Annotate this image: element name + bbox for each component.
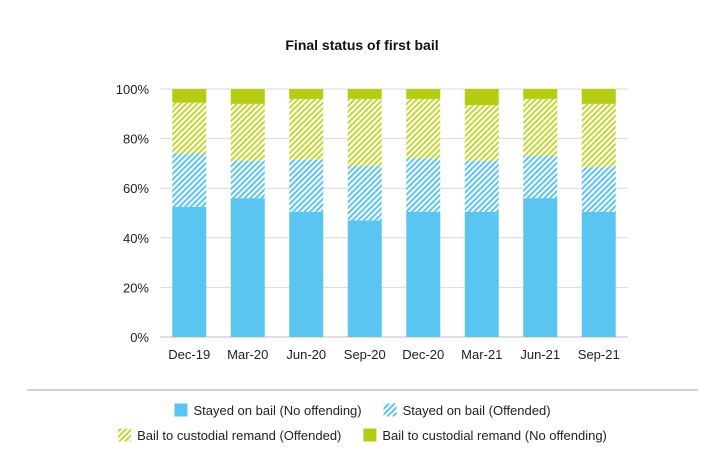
bar-segment <box>347 165 382 221</box>
legend-item: Stayed on bail (Offended) <box>383 403 551 418</box>
bar-segment <box>464 105 499 161</box>
x-tick-label: Jun-21 <box>520 347 560 362</box>
y-tick-label: 20% <box>123 280 149 295</box>
bar-segment <box>289 89 324 99</box>
bar-segment <box>406 158 441 212</box>
y-tick-label: 100% <box>116 82 150 97</box>
bar-segment <box>230 89 265 104</box>
legend-swatch <box>383 403 397 417</box>
x-axis-ticks: Dec-19 Mar-20 Jun-20 Sep-20 Dec-20 Mar-21 Jun-… <box>168 347 619 362</box>
x-tick-label: Mar-20 <box>227 347 268 362</box>
bar-segment <box>581 89 616 104</box>
y-tick-label: 40% <box>123 231 149 246</box>
bar-segment <box>464 211 499 337</box>
legend-swatch <box>118 428 132 442</box>
legend-item: Bail to custodial remand (Offended) <box>118 428 341 443</box>
legend-item: Bail to custodial remand (No offending) <box>363 428 607 443</box>
legend-label: Bail to custodial remand (No offending) <box>382 428 607 443</box>
bar-segment <box>523 198 558 337</box>
bar-segment <box>230 198 265 337</box>
bar-segment <box>289 211 324 337</box>
bar-segment <box>581 167 616 212</box>
bar-segment <box>581 211 616 337</box>
bar-segment <box>523 89 558 99</box>
x-tick-label: Sep-21 <box>578 347 620 362</box>
bar-segment <box>347 220 382 337</box>
bar-segment <box>230 103 265 161</box>
bar-segment <box>523 155 558 199</box>
bar-segment <box>172 102 207 154</box>
x-tick-label: Dec-20 <box>402 347 444 362</box>
y-tick-label: 0% <box>130 330 149 345</box>
legend-row: Stayed on bail (No offending) Stayed on b… <box>174 403 551 418</box>
bar-segment <box>464 89 499 106</box>
bar-segment <box>406 98 441 159</box>
chart-title: Final status of first bail <box>285 37 438 53</box>
bar-segment <box>172 206 207 337</box>
legend-swatch <box>174 403 188 417</box>
bar-segment <box>347 89 382 99</box>
bar-segment <box>406 211 441 337</box>
bar-segment <box>172 153 207 207</box>
bar-segment <box>347 98 382 166</box>
legend-label: Stayed on bail (Offended) <box>403 403 551 418</box>
x-tick-label: Mar-21 <box>461 347 502 362</box>
bar-segment <box>172 89 207 103</box>
legend-row: Bail to custodial remand (Offended) Bail … <box>118 428 607 443</box>
legend-label: Bail to custodial remand (Offended) <box>137 428 341 443</box>
bar-segment <box>230 160 265 199</box>
bar-segment <box>289 159 324 212</box>
legend-label: Stayed on bail (No offending) <box>193 403 361 418</box>
x-tick-label: Dec-19 <box>168 347 210 362</box>
bar-segment <box>406 89 441 99</box>
y-tick-label: 80% <box>123 132 149 147</box>
x-tick-label: Jun-20 <box>286 347 326 362</box>
bar-segment <box>289 98 324 160</box>
y-axis-ticks: 0% 20% 40% 60% 80% 100% <box>116 82 150 345</box>
legend: Stayed on bail (No offending) Stayed on b… <box>118 403 607 443</box>
bar-segment <box>523 98 558 156</box>
legend-item: Stayed on bail (No offending) <box>174 403 362 418</box>
legend-swatch <box>363 428 377 442</box>
bars <box>172 89 616 337</box>
bar-segment <box>581 103 616 168</box>
gridlines <box>160 88 628 338</box>
y-tick-label: 60% <box>123 181 149 196</box>
bar-segment <box>464 160 499 212</box>
x-tick-label: Sep-20 <box>344 347 386 362</box>
